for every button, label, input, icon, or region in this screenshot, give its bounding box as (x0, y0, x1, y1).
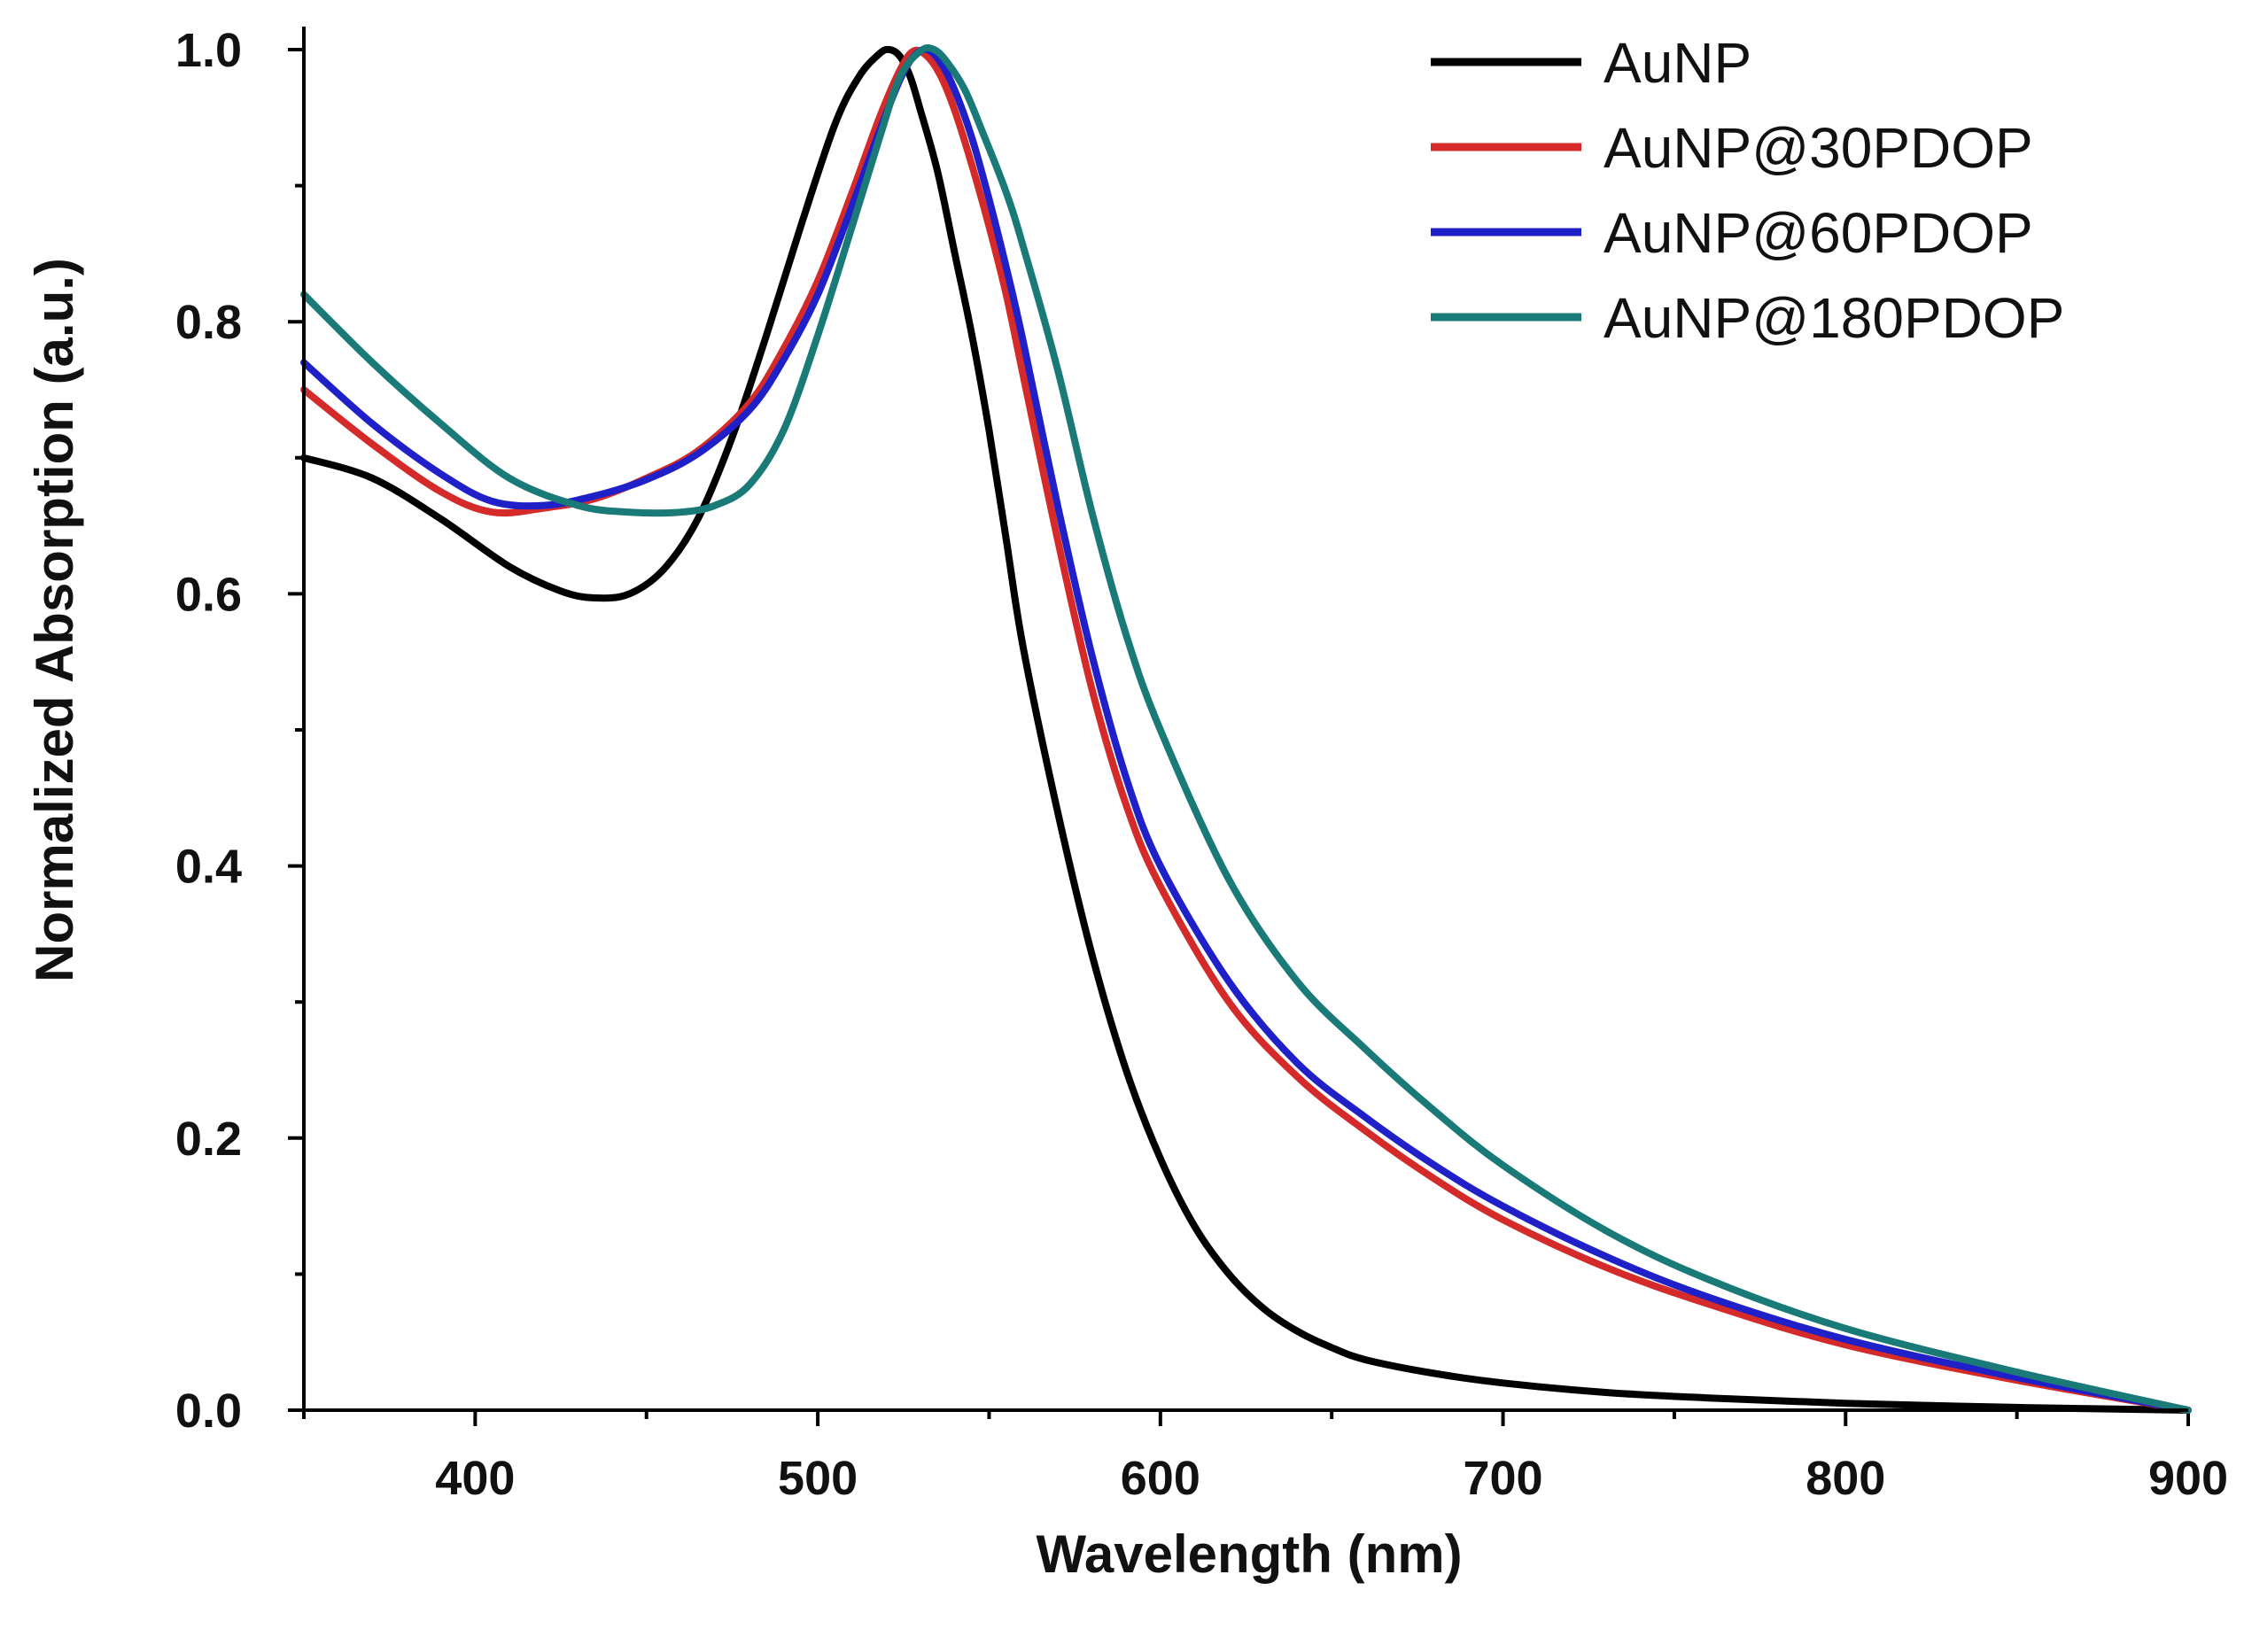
legend-label-aunp-30pdop: AuNP@30PDOP (1604, 116, 2033, 180)
y-tick-label: 0.6 (175, 568, 242, 621)
y-tick-label: 0.2 (175, 1113, 242, 1166)
y-axis-ticks: 0.0 0.2 0.4 0.6 0.8 1.0 (175, 24, 304, 1438)
x-axis-title: Wavelength (nm) (1036, 1524, 1462, 1584)
series-line-aunp (300, 45, 2192, 1414)
x-tick-label: 800 (1805, 1452, 1885, 1505)
series-lines (300, 43, 2192, 1414)
x-tick-label: 500 (778, 1452, 858, 1505)
legend-label-aunp: AuNP (1604, 31, 1751, 95)
x-tick-label: 700 (1463, 1452, 1542, 1505)
x-tick-label: 900 (2148, 1452, 2228, 1505)
x-tick-label: 600 (1121, 1452, 1200, 1505)
legend: AuNP AuNP@30PDOP AuNP@60PDOP AuNP@180PDOP (1431, 31, 2064, 350)
x-axis-ticks: 400 500 600 700 800 900 (302, 1410, 2228, 1505)
y-tick-label: 0.8 (175, 296, 242, 349)
y-tick-label: 0.0 (175, 1384, 242, 1438)
y-tick-label: 1.0 (175, 24, 242, 77)
x-tick-label: 400 (435, 1452, 515, 1505)
series-line-aunp-180pdop (300, 43, 2192, 1414)
legend-label-aunp-180pdop: AuNP@180PDOP (1604, 286, 2064, 350)
series-line-aunp-60pdop (300, 45, 2192, 1414)
legend-label-aunp-60pdop: AuNP@60PDOP (1604, 201, 2033, 265)
y-tick-label: 0.4 (175, 841, 242, 894)
y-axis-title: Normalized Absorption (a.u.) (25, 258, 84, 982)
